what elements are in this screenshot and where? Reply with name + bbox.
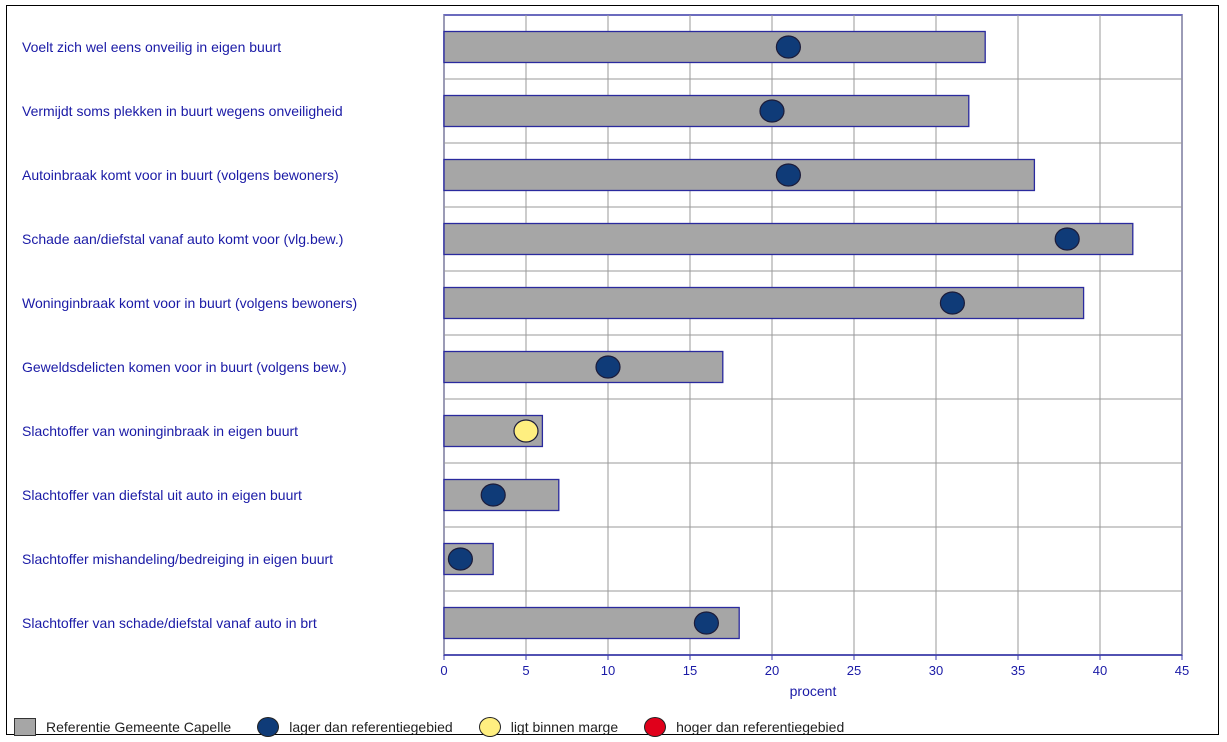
reference-bar	[443, 286, 1085, 320]
legend-item-higher: hoger dan referentiegebied	[644, 717, 844, 737]
legend-label-higher: hoger dan referentiegebied	[676, 719, 845, 735]
comparison-marker	[939, 291, 966, 315]
category-label: Autoinbraak komt voor in buurt (volgens …	[22, 167, 339, 183]
category-label: Voelt zich wel eens onveilig in eigen bu…	[22, 39, 281, 55]
reference-bar	[443, 606, 740, 640]
legend-swatch-reference	[14, 718, 36, 736]
x-axis-title: procent	[790, 683, 837, 699]
comparison-marker	[595, 355, 621, 379]
legend-item-lower: lager dan referentiegebied	[257, 717, 453, 737]
x-tick-label: 20	[765, 663, 779, 678]
legend-item-within: ligt binnen marge	[478, 717, 619, 737]
x-tick-label: 25	[847, 663, 861, 678]
x-tick-label: 30	[929, 663, 943, 678]
bars-layer	[443, 30, 1134, 640]
x-tick-label: 10	[601, 663, 615, 678]
comparison-marker	[775, 35, 802, 59]
reference-bar	[443, 350, 724, 384]
category-label: Geweldsdelicten komen voor in buurt (vol…	[22, 359, 347, 375]
comparison-marker	[480, 483, 506, 507]
legend: Referentie Gemeente Capelle lager dan re…	[14, 716, 870, 738]
x-tick-label: 5	[522, 663, 529, 678]
reference-bar	[443, 222, 1134, 256]
category-label: Slachtoffer van woninginbraak in eigen b…	[22, 423, 298, 439]
comparison-marker	[1054, 227, 1080, 251]
category-label: Vermijdt soms plekken in buurt wegens on…	[22, 103, 343, 119]
comparison-marker	[693, 611, 720, 635]
legend-dot-higher	[644, 717, 667, 737]
x-tick-label: 35	[1011, 663, 1025, 678]
legend-dot-within	[478, 717, 501, 737]
category-label: Woninginbraak komt voor in buurt (volgen…	[22, 295, 357, 311]
category-labels: Voelt zich wel eens onveilig in eigen bu…	[22, 39, 357, 631]
reference-bar	[443, 94, 970, 128]
legend-label-lower: lager dan referentiegebied	[289, 719, 453, 735]
x-tick-labels: 0 5 10 15 20 25 30 35 40 45	[440, 663, 1189, 678]
x-tick-label: 40	[1093, 663, 1107, 678]
comparison-marker	[513, 419, 539, 443]
chart-svg: Voelt zich wel eens onveilig in eigen bu…	[22, 14, 1189, 699]
legend-label-within: ligt binnen marge	[510, 719, 619, 735]
x-tick-label: 45	[1175, 663, 1189, 678]
category-label: Slachtoffer mishandeling/bedreiging in e…	[22, 551, 333, 567]
legend-item-reference: Referentie Gemeente Capelle	[14, 718, 231, 736]
category-label: Schade aan/diefstal vanaf auto komt voor…	[22, 231, 343, 247]
comparison-marker	[447, 547, 473, 571]
legend-dot-lower	[257, 717, 280, 737]
reference-bar	[443, 30, 986, 64]
category-label: Slachtoffer van diefstal uit auto in eig…	[22, 487, 302, 503]
comparison-marker	[775, 163, 802, 187]
x-tick-label: 0	[440, 663, 447, 678]
category-label: Slachtoffer van schade/diefstal vanaf au…	[22, 615, 317, 631]
x-tick-label: 15	[683, 663, 697, 678]
grid-layer	[443, 14, 1183, 660]
markers-layer	[447, 35, 1080, 635]
legend-label-reference: Referentie Gemeente Capelle	[46, 719, 232, 735]
chart-frame	[6, 5, 1219, 735]
comparison-marker	[759, 99, 785, 123]
reference-bar	[443, 158, 1036, 192]
